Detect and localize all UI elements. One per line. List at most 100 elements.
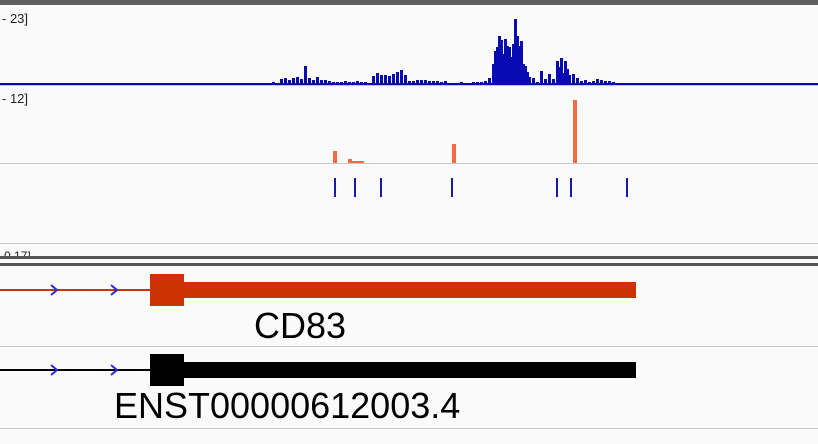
coverage-bar xyxy=(496,47,499,84)
signal-bar xyxy=(452,144,456,163)
window-top-bar xyxy=(0,0,818,5)
coverage-bar xyxy=(540,71,543,84)
coverage-bar xyxy=(408,81,411,84)
coverage-bar xyxy=(506,46,509,84)
coverage-bar xyxy=(552,79,555,84)
coverage-bar xyxy=(502,54,505,84)
coverage-bar xyxy=(548,74,551,84)
signal-bar xyxy=(348,159,352,163)
panel-separator-bottom xyxy=(0,263,818,266)
coverage-bar xyxy=(508,47,511,84)
coverage-bar xyxy=(492,64,495,84)
coverage-bar xyxy=(428,81,431,84)
coverage-bar xyxy=(280,79,283,84)
coverage-bar xyxy=(518,46,521,84)
coverage-bar xyxy=(584,80,587,84)
coverage-bar xyxy=(284,78,287,84)
coverage-bar xyxy=(308,78,311,84)
coverage-bar xyxy=(556,61,559,84)
coverage-bar xyxy=(392,74,395,84)
coverage-bar xyxy=(494,51,497,84)
coverage-bar xyxy=(420,80,423,84)
signal-histogram xyxy=(333,100,577,163)
coverage-bar xyxy=(564,61,567,84)
coverage-bar xyxy=(288,80,291,84)
coverage-bar xyxy=(356,81,359,84)
coverage-bar xyxy=(544,79,547,84)
gene-label-enst00000612003: ENST00000612003.4 xyxy=(114,385,461,426)
coverage-bar xyxy=(524,66,527,84)
coverage-bar xyxy=(304,66,307,84)
coverage-bar xyxy=(516,36,519,84)
coverage-bar xyxy=(416,80,419,84)
coverage-bar xyxy=(522,64,525,84)
hidden-track-range-label: 0.17] xyxy=(4,249,31,257)
track-divider-1 xyxy=(0,85,818,86)
coverage-bar xyxy=(572,74,575,84)
track-divider-5 xyxy=(0,428,818,429)
coverage-bar xyxy=(400,70,403,84)
gene-model-enst00000612003 xyxy=(0,354,636,386)
coverage-bar xyxy=(324,80,327,84)
coverage-bar xyxy=(520,41,523,84)
track-divider-2 xyxy=(0,163,818,164)
coverage-bar xyxy=(316,77,319,84)
coverage-bar xyxy=(514,19,517,84)
coverage-bar xyxy=(580,81,583,84)
coverage-bar xyxy=(372,76,375,84)
coverage-bar xyxy=(576,78,579,84)
coverage-bar xyxy=(444,81,447,84)
coverage-bar xyxy=(292,78,295,84)
coverage-bar xyxy=(512,44,515,84)
coverage-bar xyxy=(296,77,299,84)
track-divider-4 xyxy=(0,346,818,347)
coverage-bar xyxy=(562,73,565,84)
coverage-bar xyxy=(380,75,383,84)
signal-bar xyxy=(356,161,360,163)
coverage-bar xyxy=(510,57,513,84)
coverage-bar xyxy=(412,81,415,84)
coverage-bar xyxy=(526,72,529,84)
coverage-bar xyxy=(328,81,331,84)
signal-track-range-label: - 12] xyxy=(2,91,29,106)
coverage-bar xyxy=(432,81,435,84)
coverage-bar xyxy=(558,67,561,84)
coverage-bar xyxy=(424,80,427,84)
coverage-bar xyxy=(484,81,487,84)
coverage-bar xyxy=(312,80,315,84)
coverage-bar xyxy=(488,78,491,84)
coverage-bar xyxy=(592,81,595,84)
coverage-bar xyxy=(566,69,569,84)
coverage-bar xyxy=(596,79,599,84)
coverage-bar xyxy=(436,81,439,84)
gene-model-cd83 xyxy=(0,274,636,306)
coverage-bar xyxy=(528,77,531,84)
coverage-bar xyxy=(498,36,501,84)
coverage-bar xyxy=(404,75,407,84)
coverage-bar xyxy=(344,81,347,84)
hidden-track[interactable]: 0.17] xyxy=(0,244,818,257)
coverage-bar xyxy=(300,79,303,84)
coverage-bar xyxy=(384,75,387,84)
track-divider-3 xyxy=(0,243,818,244)
signal-bar xyxy=(573,100,577,163)
coverage-bar xyxy=(568,75,571,84)
coverage-bar xyxy=(560,58,563,84)
coverage-track-range-label: - 23] xyxy=(2,11,29,26)
coverage-bar xyxy=(504,39,507,84)
coverage-bar xyxy=(396,72,399,84)
signal-bar xyxy=(360,161,364,163)
coverage-bar xyxy=(388,76,391,84)
signal-bar xyxy=(352,161,356,163)
panel-separator-top xyxy=(0,256,818,259)
signal-bar xyxy=(333,151,337,163)
coverage-bar xyxy=(532,78,535,84)
coverage-bar xyxy=(600,80,603,84)
coverage-histogram xyxy=(0,19,818,85)
coverage-bar xyxy=(608,81,611,84)
gene-label-cd83: CD83 xyxy=(254,305,347,346)
coverage-bar xyxy=(320,80,323,84)
coverage-bar xyxy=(604,81,607,84)
feature-ticks xyxy=(334,178,628,197)
coverage-bar xyxy=(376,73,379,84)
